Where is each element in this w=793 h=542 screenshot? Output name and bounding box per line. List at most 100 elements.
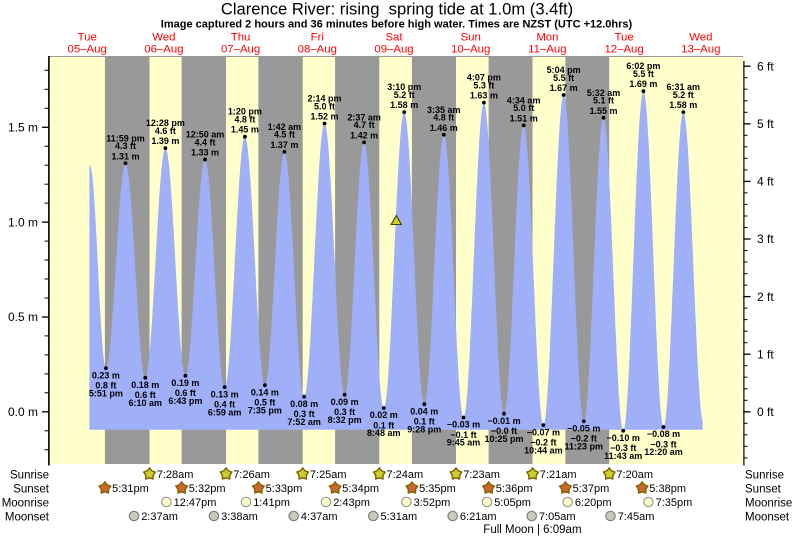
svg-text:10:44 am: 10:44 am — [524, 445, 563, 455]
svg-text:11–Aug: 11–Aug — [528, 44, 566, 56]
svg-text:6 ft: 6 ft — [757, 59, 774, 73]
svg-text:9:28 pm: 9:28 pm — [407, 424, 441, 434]
svg-text:11:23 pm: 11:23 pm — [565, 442, 604, 452]
svg-text:5:34pm: 5:34pm — [342, 483, 379, 495]
svg-text:3 ft: 3 ft — [757, 232, 774, 246]
svg-text:1.46 m: 1.46 m — [430, 123, 458, 133]
svg-text:6:31 am: 6:31 am — [667, 82, 701, 92]
svg-text:1.69 m: 1.69 m — [629, 79, 657, 89]
svg-text:5.2 ft: 5.2 ft — [394, 90, 415, 100]
svg-text:−0.2 ft: −0.2 ft — [530, 438, 556, 448]
svg-text:−0.0 ft: −0.0 ft — [491, 426, 517, 436]
svg-text:7:05am: 7:05am — [539, 511, 576, 523]
svg-text:4.8 ft: 4.8 ft — [433, 113, 454, 123]
svg-text:5:31am: 5:31am — [381, 511, 418, 523]
svg-text:5 ft: 5 ft — [757, 117, 774, 131]
svg-text:3:38am: 3:38am — [221, 511, 258, 523]
svg-text:4.6 ft: 4.6 ft — [155, 126, 176, 136]
svg-text:Thu: Thu — [231, 32, 251, 44]
svg-text:8:48 am: 8:48 am — [367, 428, 401, 438]
svg-text:0.0 m: 0.0 m — [8, 405, 38, 419]
svg-text:−0.2 ft: −0.2 ft — [571, 434, 597, 444]
svg-text:Clarence River: rising spring: Clarence River: rising spring tide at 1.… — [221, 0, 573, 18]
svg-text:Sunrise: Sunrise — [10, 469, 49, 481]
svg-text:4.3 ft: 4.3 ft — [115, 141, 136, 151]
svg-text:1.58 m: 1.58 m — [669, 100, 697, 110]
svg-text:Full Moon | 6:09am: Full Moon | 6:09am — [483, 524, 581, 536]
svg-text:−0.08 m: −0.08 m — [647, 429, 680, 439]
svg-text:9:45 am: 9:45 am — [447, 438, 481, 448]
svg-text:Moonset: Moonset — [745, 511, 790, 523]
svg-text:1.58 m: 1.58 m — [390, 100, 418, 110]
svg-text:5.5 ft: 5.5 ft — [553, 73, 574, 83]
svg-text:0.13 m: 0.13 m — [211, 389, 239, 399]
svg-text:0.8 ft: 0.8 ft — [95, 381, 116, 391]
svg-text:1.42 m: 1.42 m — [350, 130, 378, 140]
svg-text:12–Aug: 12–Aug — [604, 44, 643, 56]
svg-text:Sunset: Sunset — [745, 483, 782, 495]
svg-text:7:20am: 7:20am — [616, 469, 653, 481]
svg-text:7:24am: 7:24am — [387, 469, 424, 481]
svg-text:7:25am: 7:25am — [310, 469, 347, 481]
svg-text:0.04 m: 0.04 m — [410, 406, 438, 416]
svg-text:1 ft: 1 ft — [757, 347, 774, 361]
svg-text:5.5 ft: 5.5 ft — [633, 69, 654, 79]
svg-text:−0.3 ft: −0.3 ft — [650, 439, 676, 449]
svg-text:0.19 m: 0.19 m — [171, 378, 199, 388]
svg-text:Moonrise: Moonrise — [2, 497, 49, 509]
svg-text:3:10 pm: 3:10 pm — [387, 82, 421, 92]
svg-text:−0.3 ft: −0.3 ft — [610, 443, 636, 453]
svg-text:6:10 am: 6:10 am — [129, 398, 163, 408]
svg-text:2:14 pm: 2:14 pm — [307, 94, 341, 104]
svg-text:0.1 ft: 0.1 ft — [414, 417, 435, 427]
svg-text:Moonset: Moonset — [5, 511, 50, 523]
svg-text:0.18 m: 0.18 m — [131, 380, 159, 390]
svg-text:7:21am: 7:21am — [540, 469, 577, 481]
svg-text:4.4 ft: 4.4 ft — [194, 137, 215, 147]
svg-text:Wed: Wed — [152, 32, 175, 44]
svg-text:6:02 pm: 6:02 pm — [626, 61, 660, 71]
svg-text:13–Aug: 13–Aug — [681, 44, 720, 56]
svg-text:4:07 pm: 4:07 pm — [467, 73, 501, 83]
svg-text:1.5 m: 1.5 m — [8, 121, 38, 135]
svg-text:5:33pm: 5:33pm — [266, 483, 303, 495]
svg-text:5:31pm: 5:31pm — [112, 483, 149, 495]
svg-text:06–Aug: 06–Aug — [144, 44, 183, 56]
svg-text:09–Aug: 09–Aug — [374, 44, 413, 56]
svg-text:1.52 m: 1.52 m — [310, 112, 338, 122]
svg-text:3:52pm: 3:52pm — [414, 497, 451, 509]
svg-text:Wed: Wed — [689, 32, 712, 44]
svg-text:7:23am: 7:23am — [463, 469, 500, 481]
svg-text:2 ft: 2 ft — [757, 290, 774, 304]
svg-text:0.5 ft: 0.5 ft — [254, 398, 275, 408]
svg-text:5:37pm: 5:37pm — [573, 483, 610, 495]
svg-text:5:36pm: 5:36pm — [496, 483, 533, 495]
svg-text:1.55 m: 1.55 m — [589, 106, 617, 116]
svg-text:5:05pm: 5:05pm — [494, 497, 531, 509]
svg-text:5.2 ft: 5.2 ft — [673, 90, 694, 100]
svg-text:10–Aug: 10–Aug — [451, 44, 490, 56]
svg-text:3:35 am: 3:35 am — [427, 105, 461, 115]
svg-text:4 ft: 4 ft — [757, 175, 774, 189]
svg-text:Tue: Tue — [78, 32, 97, 44]
svg-text:5:32 am: 5:32 am — [587, 88, 621, 98]
svg-text:−0.10 m: −0.10 m — [607, 433, 640, 443]
svg-text:Mon: Mon — [536, 32, 558, 44]
svg-text:7:35 pm: 7:35 pm — [248, 405, 282, 415]
svg-text:4:37am: 4:37am — [301, 511, 338, 523]
svg-text:5:38pm: 5:38pm — [649, 483, 686, 495]
svg-text:Tue: Tue — [614, 32, 633, 44]
svg-text:0.1 ft: 0.1 ft — [373, 420, 394, 430]
svg-text:0.08 m: 0.08 m — [290, 399, 318, 409]
svg-text:5.0 ft: 5.0 ft — [513, 103, 534, 113]
svg-text:7:28am: 7:28am — [157, 469, 194, 481]
svg-text:Sunset: Sunset — [13, 483, 50, 495]
svg-text:6:59 am: 6:59 am — [208, 407, 242, 417]
svg-text:Moonrise: Moonrise — [745, 497, 792, 509]
svg-text:11:59 pm: 11:59 pm — [106, 133, 145, 143]
svg-text:5.3 ft: 5.3 ft — [473, 80, 494, 90]
svg-text:−0.05 m: −0.05 m — [567, 424, 600, 434]
svg-text:5:51 pm: 5:51 pm — [89, 388, 123, 398]
svg-text:07–Aug: 07–Aug — [221, 44, 260, 56]
svg-text:0.3 ft: 0.3 ft — [294, 409, 315, 419]
